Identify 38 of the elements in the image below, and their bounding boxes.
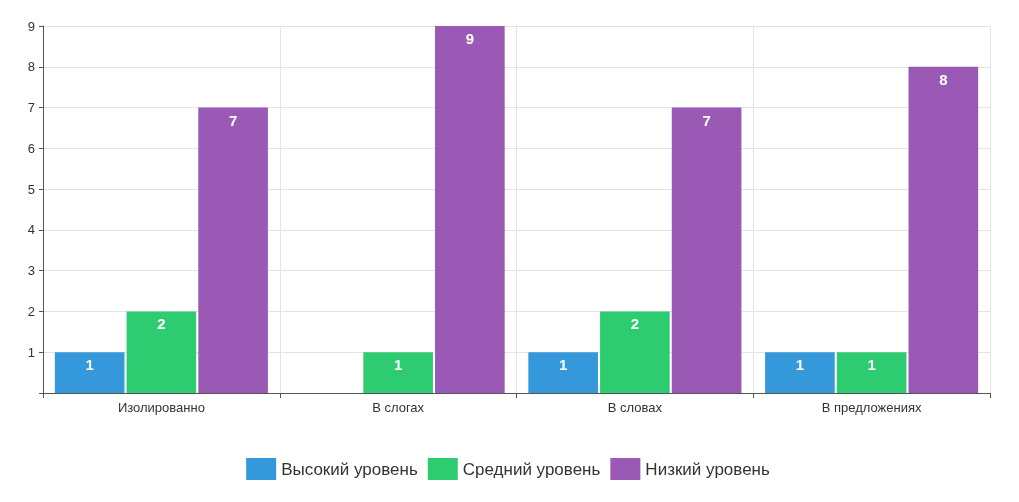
y-tick-label: 8 bbox=[27, 59, 35, 75]
bar bbox=[600, 311, 670, 393]
data-label: 8 bbox=[939, 70, 948, 88]
bar bbox=[435, 26, 505, 393]
data-label: 1 bbox=[795, 356, 805, 374]
data-label: 2 bbox=[157, 315, 166, 333]
x-tick-label: В словах bbox=[607, 400, 663, 415]
y-tick-label: 9 bbox=[27, 18, 35, 34]
legend-label: Низкий уровень bbox=[645, 459, 770, 479]
data-label: 9 bbox=[465, 30, 475, 47]
data-label: 1 bbox=[393, 356, 403, 374]
x-tick-label: Изолированно bbox=[117, 400, 205, 415]
data-label: 7 bbox=[228, 111, 238, 129]
bar bbox=[363, 352, 433, 393]
bar bbox=[54, 352, 125, 393]
bar bbox=[908, 66, 979, 393]
bar bbox=[126, 311, 197, 393]
x-tick-label: В предложениях bbox=[821, 400, 923, 415]
bar bbox=[528, 352, 598, 393]
y-tick-label: 7 bbox=[27, 100, 35, 116]
bar bbox=[836, 352, 907, 393]
y-tick-label: 3 bbox=[27, 263, 35, 279]
x-tick-label: В слогах bbox=[372, 400, 425, 415]
y-tick-label: 6 bbox=[27, 140, 35, 156]
y-tick-label: 2 bbox=[27, 303, 35, 319]
legend-label: Высокий уровень bbox=[281, 459, 418, 479]
data-label: 1 bbox=[85, 356, 94, 374]
bar bbox=[198, 107, 268, 393]
legend-label: Средний уровень bbox=[462, 459, 601, 479]
y-tick-label: 4 bbox=[27, 222, 35, 238]
data-label: 1 bbox=[867, 356, 876, 374]
y-tick-label: 1 bbox=[27, 344, 35, 360]
bar bbox=[671, 107, 742, 393]
y-tick-label: 5 bbox=[27, 181, 35, 197]
data-label: 7 bbox=[702, 111, 711, 129]
data-label: 1 bbox=[558, 356, 568, 374]
data-label: 2 bbox=[630, 315, 640, 333]
bar bbox=[765, 352, 835, 393]
